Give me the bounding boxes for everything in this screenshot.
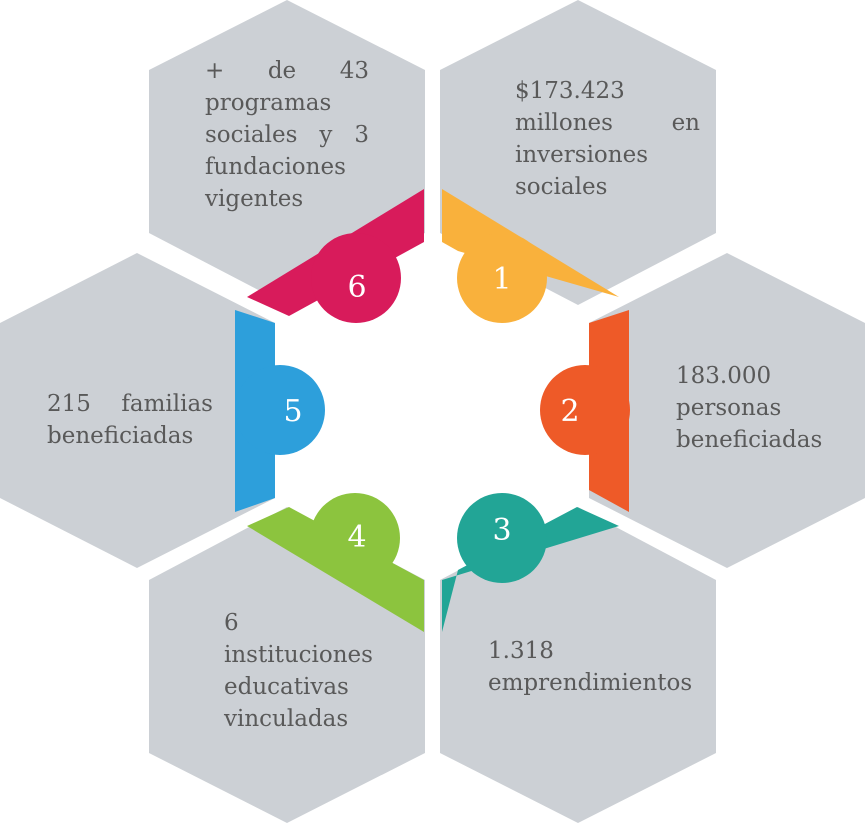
hexagon-1: [440, 0, 716, 305]
segment-1-text: $173.423 millones en inversiones sociale…: [515, 78, 700, 200]
segment-2-number: 2: [560, 394, 579, 429]
hexagon-5: [0, 253, 275, 568]
segment-6: 6: [247, 189, 424, 323]
hexagon-3: [440, 507, 716, 823]
segment-4-number: 4: [347, 520, 366, 555]
hexagon-2: [589, 253, 865, 568]
segment-2: 2: [540, 310, 630, 512]
segment-2-text: 183.000 personas beneficiadas: [676, 363, 823, 453]
segment-5-number: 5: [283, 394, 302, 429]
segment-4-text: 6 instituciones educativas vinculadas: [224, 610, 373, 732]
segment-5-text: 215 familias beneficiadas: [47, 391, 213, 449]
segment-6-number: 6: [347, 270, 366, 305]
segment-3-text: 1.318 emprendimientos: [488, 638, 693, 696]
segment-4: 4: [247, 493, 424, 632]
segment-1: 1: [442, 189, 619, 323]
segment-3-number: 3: [492, 513, 511, 548]
segment-1-number: 1: [492, 262, 511, 297]
segment-5: 5: [235, 310, 325, 512]
segment-3: 3: [442, 493, 619, 632]
hexagon-6: [149, 0, 425, 305]
segment-6-text: + de 43 programas sociales y 3 fundacion…: [205, 58, 369, 212]
